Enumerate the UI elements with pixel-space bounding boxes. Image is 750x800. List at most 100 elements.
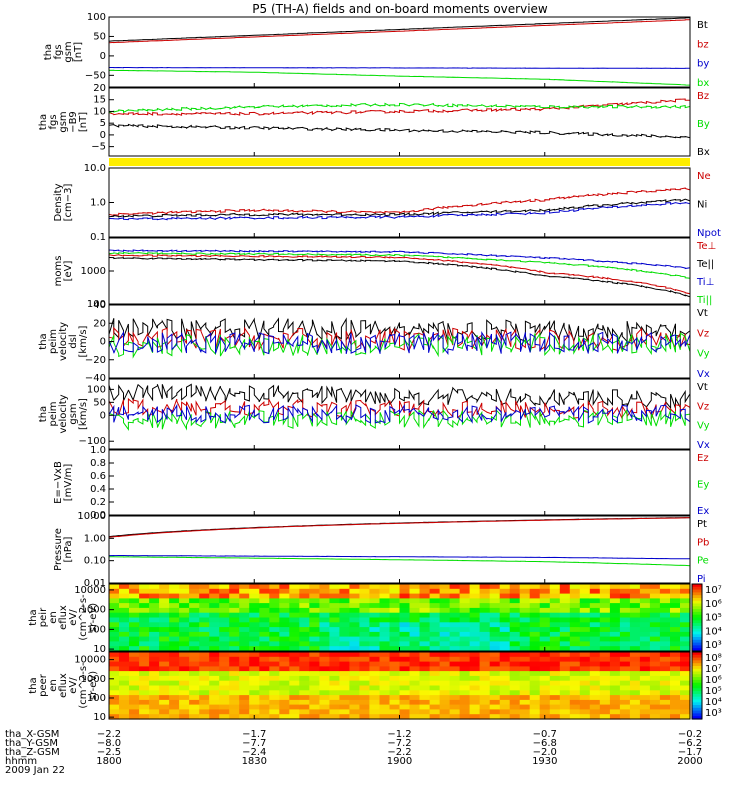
spectrogram-cell xyxy=(259,666,270,672)
spectrogram-cell xyxy=(579,641,591,647)
spectrogram-cell xyxy=(389,612,401,619)
spectrogram-cell xyxy=(499,593,511,599)
spectrogram-cell xyxy=(469,631,481,638)
spectrogram-cell xyxy=(439,584,451,590)
spectrogram-cell xyxy=(449,584,461,590)
spectrogram-cell xyxy=(539,603,551,609)
spectrogram-cell xyxy=(139,709,150,715)
spectrogram-cell xyxy=(299,612,310,619)
spectrogram-cell xyxy=(299,666,310,672)
spectrogram-cell xyxy=(519,631,531,638)
spectrogram-cell xyxy=(119,704,130,710)
spectrogram-cell xyxy=(129,671,140,677)
ylabel-line: −B9 xyxy=(68,111,79,133)
spectrogram-cell xyxy=(429,603,441,609)
spectrogram-cell xyxy=(239,636,250,642)
spectrogram-cell xyxy=(619,627,631,633)
spectrogram-cell xyxy=(159,680,170,687)
spectrogram-cell xyxy=(589,652,601,658)
spectrogram-cell xyxy=(269,652,280,658)
spectrogram-cell xyxy=(139,603,150,609)
spectrogram-cell xyxy=(559,709,571,715)
spectrogram-cell xyxy=(119,690,130,696)
spectrogram-cell xyxy=(519,588,531,595)
legend-entry: Ti⊥ xyxy=(696,277,714,288)
spectrogram-cell xyxy=(629,709,641,715)
spectrogram-cell xyxy=(319,714,330,720)
spectrogram-cell xyxy=(419,699,431,706)
spectrogram-cell xyxy=(139,612,150,619)
spectrogram-cell xyxy=(309,661,320,667)
spectrogram-cell xyxy=(369,666,380,672)
spectrogram-cell xyxy=(389,685,401,691)
spectrogram-cell xyxy=(309,598,320,604)
spectrogram-cell xyxy=(179,671,190,677)
spectrogram-cell xyxy=(409,607,421,614)
spectrogram-cell xyxy=(209,588,220,595)
spectrogram-cell xyxy=(670,685,681,691)
spectrogram-cell xyxy=(629,656,641,663)
spectrogram-cell xyxy=(189,704,200,710)
spectrogram-cell xyxy=(269,699,280,706)
spectrogram-cell xyxy=(229,652,240,658)
spectrogram-cell xyxy=(419,714,431,720)
spectrogram-cell xyxy=(169,593,180,599)
spectrogram-cell xyxy=(429,680,441,687)
spectrogram-cell xyxy=(309,646,320,652)
spectrogram-cell xyxy=(259,631,270,638)
spectrogram-cell xyxy=(449,612,461,619)
spectrogram-cell xyxy=(439,588,451,595)
spectrogram-cell xyxy=(359,675,370,682)
spectrogram-cell xyxy=(519,584,531,590)
spectrogram-cell xyxy=(579,675,591,682)
spectrogram-cell xyxy=(349,622,360,628)
spectrogram-cell xyxy=(389,588,401,595)
colorbar-segment xyxy=(692,642,702,646)
ylabel-line: Pressure xyxy=(53,528,64,571)
spectrogram-cell xyxy=(469,661,481,667)
spectrogram-cell xyxy=(399,603,411,609)
spectrogram-cell xyxy=(439,685,451,691)
series-line-Vt xyxy=(108,317,691,343)
spectrogram-cell xyxy=(249,671,260,677)
spectrogram-cell xyxy=(379,704,391,710)
legend-entry: Npot xyxy=(697,228,721,239)
spectrogram-cell xyxy=(149,588,160,595)
spectrogram-cell xyxy=(259,671,270,677)
spectrogram-cell xyxy=(249,636,260,642)
spectrogram-cell xyxy=(419,695,431,701)
ytick-label: 1000 xyxy=(81,674,106,685)
ytick-label: 0.10 xyxy=(84,556,106,567)
spectrogram-cell xyxy=(329,603,340,609)
spectrogram-cell xyxy=(229,627,240,633)
spectrogram-cell xyxy=(680,656,691,663)
spectrogram-cell xyxy=(519,704,531,710)
spectrogram-cell xyxy=(529,699,541,706)
ytick-label: 1000 xyxy=(81,266,106,277)
spectrogram-cell xyxy=(429,685,441,691)
spectrogram-cell xyxy=(189,709,200,715)
spectrogram-cell xyxy=(109,603,120,609)
spectrogram-cell xyxy=(399,622,411,628)
spectrogram-cell xyxy=(659,704,671,710)
spectrogram-cell xyxy=(349,617,360,623)
spectrogram-cell xyxy=(119,636,130,642)
spectrogram-cell xyxy=(549,603,561,609)
spectrogram-cell xyxy=(629,607,641,614)
spectrogram-cell xyxy=(179,627,190,633)
spectrogram-cell xyxy=(389,699,401,706)
spectrogram-cell xyxy=(579,661,591,667)
spectrogram-cell xyxy=(229,603,240,609)
spectrogram-cell xyxy=(659,636,671,642)
spectrogram-cell xyxy=(389,636,401,642)
spectrogram-cell xyxy=(189,666,200,672)
spectrogram-cell xyxy=(369,588,380,595)
spectrogram-cell xyxy=(239,666,250,672)
spectrogram-cell xyxy=(289,709,300,715)
ytick-label: 0.8 xyxy=(90,458,106,469)
spectrogram-cell xyxy=(389,603,401,609)
spectrogram-cell xyxy=(649,685,661,691)
spectrogram-cell xyxy=(209,617,220,623)
spectrogram-cell xyxy=(619,666,631,672)
